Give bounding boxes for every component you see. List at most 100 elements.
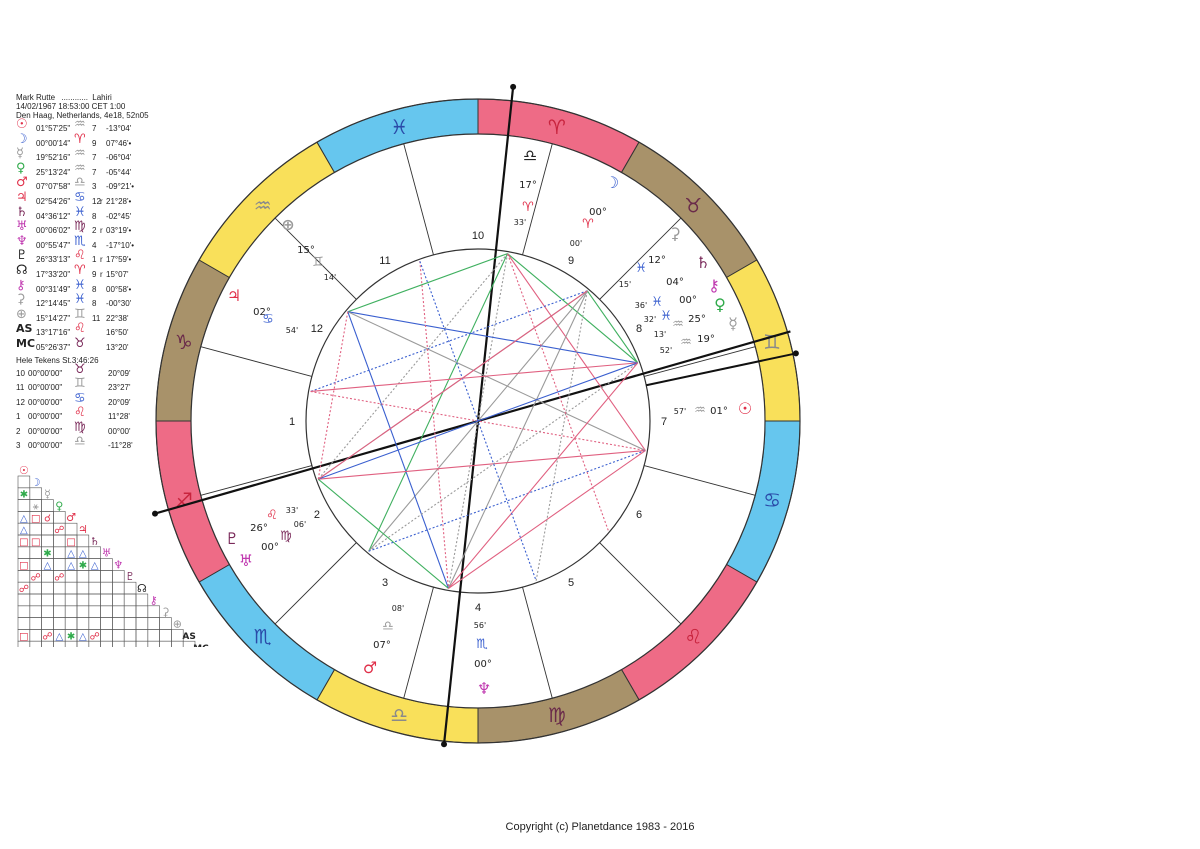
- sign-icon: ♍: [74, 219, 86, 235]
- sign-icon: ♌: [74, 248, 86, 264]
- aspect-symbol: □: [66, 537, 75, 548]
- planet-degree: 19°52'16": [36, 153, 71, 163]
- planet-row-sun: ☉ 01°57'25" ♒ 7 -13°04': [16, 118, 216, 135]
- planet-degree: 07°07'58": [36, 182, 71, 192]
- sign-icon: ♓: [74, 204, 86, 220]
- house-cusp-line: [403, 587, 434, 699]
- grid-planet-label: ☿: [44, 488, 51, 501]
- aspect-symbol: △: [67, 561, 75, 572]
- planet-degree: 04°36'12": [36, 211, 71, 221]
- house-declination: 00°00': [108, 426, 131, 436]
- dsc-axis-dot: [792, 350, 799, 357]
- planet-house: 1: [92, 255, 97, 265]
- wheel-label: ♎: [523, 146, 537, 165]
- aspect-line: [448, 450, 646, 589]
- wheel-label: 07°: [373, 640, 391, 651]
- house-degree: 00°00'00": [28, 426, 63, 436]
- house-degree: 00°00'00": [28, 397, 63, 407]
- ceres-icon: ⚳: [16, 292, 26, 308]
- planet-house: 8: [92, 299, 97, 309]
- wheel-label: ☉: [738, 399, 752, 418]
- wheel-label: ♓: [651, 295, 663, 310]
- grid-planet-label: ⚳: [161, 606, 169, 619]
- aspect-symbol: ✱: [43, 549, 51, 560]
- house-row-2: 2 00°00'00" ♍ 00°00': [16, 421, 216, 438]
- grid-cell: [29, 640, 42, 647]
- house-number-label: 11: [379, 255, 390, 267]
- aspect-line: [419, 261, 450, 589]
- planet-row-venus: ♀ 25°13'24" ♒ 7 -05°44': [16, 160, 216, 179]
- house-number-label: 4: [475, 602, 481, 614]
- planet-house: 8: [92, 211, 97, 221]
- wheel-label: 12°: [648, 255, 666, 266]
- zodiac-sign-icon: ♒: [254, 194, 272, 218]
- house-degree: 00°00'00": [28, 368, 63, 378]
- planet-row-node: ☊ 17°33'20" ♈ 9 r 15°07': [16, 264, 216, 281]
- wheel-label: ♊: [312, 255, 324, 270]
- wheel-label: ⊕: [281, 215, 294, 234]
- copyright-text: Copyright (c) Planetdance 1983 - 2016: [505, 821, 695, 833]
- planet-row-ascendant: AS 13°17'16" ♌ 16°50': [16, 321, 216, 339]
- house-number-label: 9: [568, 255, 574, 267]
- grid-planet-label: ♂: [66, 511, 76, 524]
- aspect-line: [347, 253, 508, 313]
- person-line: Mark Rutte ............ Lahiri: [16, 93, 216, 102]
- house-cusp-line: [200, 465, 312, 496]
- aspect-line: [535, 290, 588, 581]
- grid-planet-label: ♃: [78, 523, 88, 536]
- house-number: 3: [16, 441, 21, 451]
- aspect-line: [447, 290, 588, 589]
- sign-icon: ♌: [74, 405, 86, 421]
- house-number-label: 12: [311, 323, 323, 335]
- aspect-line: [347, 311, 638, 364]
- saturn-icon: ♄: [16, 204, 28, 220]
- wheel-label: ♏: [476, 637, 488, 652]
- planet-degree: 00°31'49": [36, 284, 71, 294]
- planet-house: 2: [92, 226, 97, 236]
- planet-declination: 00°58'•: [106, 284, 132, 294]
- wheel-label: 00°: [261, 542, 279, 553]
- aspect-line: [317, 478, 449, 589]
- sign-icon: ♒: [74, 160, 86, 176]
- planet-row-uranus: ♅ 00°06'02" ♍ 2 r 03°19'•: [16, 219, 216, 237]
- wheel-label: 32': [644, 315, 656, 324]
- aspect-symbol: ✱: [20, 490, 28, 501]
- aspect-symbol: □: [31, 513, 40, 524]
- house-number: 2: [16, 426, 21, 436]
- sign-icon: ♌: [74, 321, 86, 337]
- wheel-label: ♄: [696, 253, 710, 272]
- ic-axis-dot: [441, 741, 448, 748]
- house-declination: 11°28': [108, 412, 130, 422]
- planet-row-saturn: ♄ 04°36'12" ♓ 8 -02°45': [16, 204, 216, 223]
- planet-degree: 26°33'13": [36, 255, 71, 265]
- grid-planet-label: ⚷: [150, 594, 158, 607]
- wheel-label: 00°: [679, 295, 697, 306]
- aspect-line: [419, 261, 537, 581]
- grid-cell: [17, 640, 31, 647]
- wheel-label: ♈: [522, 200, 534, 215]
- sign-icon: ♎: [74, 434, 86, 450]
- planet-degree: 12°14'45": [36, 299, 71, 309]
- aspect-symbol: ☍: [19, 584, 29, 595]
- wheel-label: 08': [392, 604, 404, 613]
- aspect-symbol: □: [19, 631, 28, 642]
- wheel-label: 15': [619, 280, 631, 289]
- aspect-symbol: ☍: [54, 525, 64, 536]
- planet-row-fortune: ⊕ 15°14'27" ♊ 11 22°38': [16, 308, 216, 325]
- midheaven-icon: MC: [16, 336, 36, 350]
- aspect-line: [448, 362, 639, 589]
- wheel-label: 14': [324, 273, 336, 282]
- aspect-symbol: △: [55, 631, 63, 642]
- mc-axis-dot: [510, 83, 517, 90]
- pluto-icon: ♇: [16, 248, 28, 264]
- wheel-label: 19°: [697, 334, 715, 345]
- uranus-icon: ♅: [16, 219, 28, 235]
- sign-icon: ♋: [74, 390, 86, 406]
- planet-house: 3: [92, 182, 97, 192]
- wheel-label: ♓: [635, 261, 647, 276]
- planet-declination: 22°38': [106, 313, 129, 323]
- chiron-icon: ⚷: [16, 277, 26, 293]
- grid-cell: [76, 640, 90, 647]
- planet-row-neptune: ♆ 00°55'47" ♏ 4 -17°10'•: [16, 235, 216, 252]
